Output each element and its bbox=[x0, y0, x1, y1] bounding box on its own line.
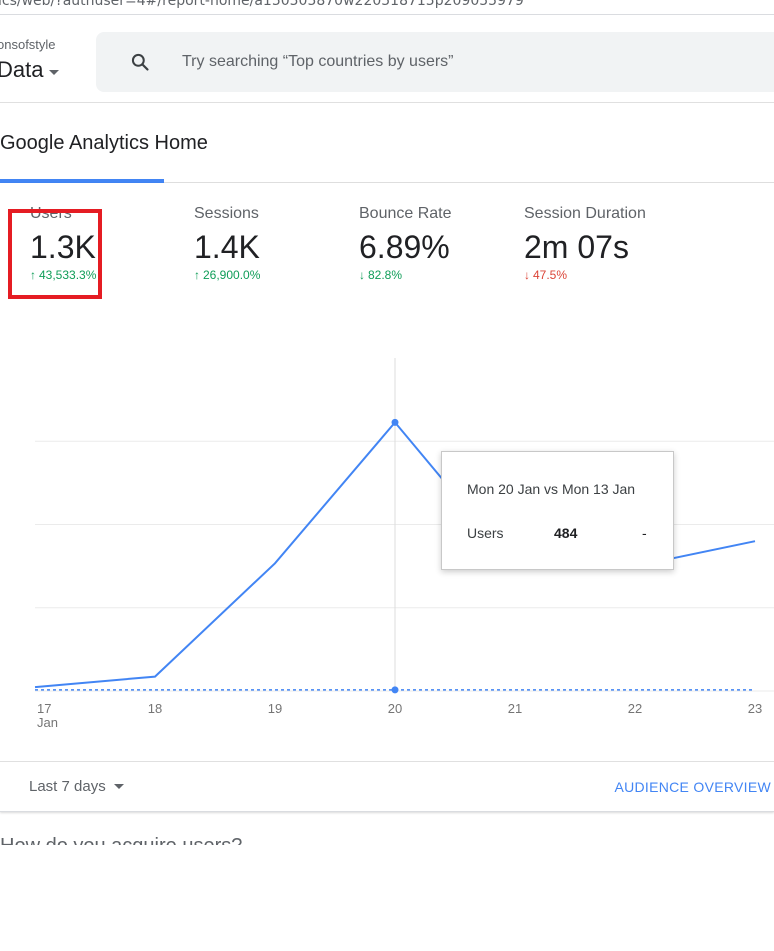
x-tick-label: 19 bbox=[268, 701, 282, 716]
data-point bbox=[391, 686, 399, 694]
annotation-highlight-box bbox=[8, 209, 102, 299]
property-name: Data bbox=[0, 57, 44, 82]
x-tick-label: 22 bbox=[628, 701, 642, 716]
account-name[interactable]: onsofstyle bbox=[0, 37, 56, 52]
property-selector[interactable]: Data bbox=[0, 57, 60, 83]
card-footer: Last 7 days AUDIENCE OVERVIEW bbox=[0, 761, 774, 812]
metric-value: 1.3K bbox=[30, 229, 96, 265]
active-tab-indicator bbox=[0, 179, 164, 183]
date-range-label: Last 7 days bbox=[29, 778, 106, 795]
metric-sessions[interactable]: Sessions 1.4K ↑ 26,900.0% bbox=[194, 205, 260, 282]
next-section-text: How do you acquire users? bbox=[0, 837, 242, 845]
chart-tooltip: Mon 20 Jan vs Mon 13 Jan Users 484 - bbox=[441, 451, 674, 570]
x-tick-sublabel: Jan bbox=[37, 715, 58, 730]
metric-value: 1.4K bbox=[194, 229, 260, 265]
search-placeholder: Try searching “Top countries by users” bbox=[182, 53, 454, 70]
arrow-up-icon: ↑ bbox=[30, 268, 36, 282]
date-range-selector[interactable]: Last 7 days bbox=[29, 778, 124, 795]
metric-bounce-rate[interactable]: Bounce Rate 6.89% ↓ 82.8% bbox=[359, 205, 452, 282]
metric-label: Sessions bbox=[194, 205, 259, 222]
metric-session-duration[interactable]: Session Duration 2m 07s ↓ 47.5% bbox=[524, 205, 646, 282]
metric-delta-value: 47.5% bbox=[533, 268, 568, 282]
metric-label: Bounce Rate bbox=[359, 205, 452, 222]
browser-url-bar[interactable]: ics/web/?authuser=4#/report-home/a150505… bbox=[0, 0, 774, 15]
metric-delta-value: 26,900.0% bbox=[203, 268, 261, 282]
x-tick-label: 21 bbox=[508, 701, 522, 716]
url-text: ics/web/?authuser=4#/report-home/a150505… bbox=[0, 0, 524, 9]
search-input[interactable]: Try searching “Top countries by users” bbox=[96, 32, 774, 92]
metric-label: Session Duration bbox=[524, 205, 646, 222]
metric-delta: ↑ 26,900.0% bbox=[194, 268, 260, 282]
metric-delta-value: 43,533.3% bbox=[39, 268, 97, 282]
divider bbox=[0, 182, 774, 183]
audience-overview-link[interactable]: AUDIENCE OVERVIEW bbox=[614, 779, 771, 795]
metric-delta: ↑ 43,533.3% bbox=[30, 268, 96, 282]
search-icon bbox=[131, 53, 149, 71]
tooltip-title: Mon 20 Jan vs Mon 13 Jan bbox=[467, 481, 636, 497]
x-tick-label: 23 bbox=[748, 701, 762, 716]
x-tick-label: 17 bbox=[37, 701, 51, 716]
arrow-down-icon: ↓ bbox=[524, 268, 530, 282]
tooltip-compare-value: - bbox=[642, 525, 647, 541]
chevron-down-icon bbox=[113, 784, 124, 789]
x-tick-label: 18 bbox=[148, 701, 162, 716]
metric-value: 2m 07s bbox=[524, 229, 629, 265]
metric-value: 6.89% bbox=[359, 229, 450, 265]
next-section-heading: How do you acquire users? bbox=[0, 837, 774, 845]
chevron-down-icon bbox=[49, 69, 60, 75]
metric-delta-value: 82.8% bbox=[368, 268, 403, 282]
arrow-up-icon: ↑ bbox=[194, 268, 200, 282]
tooltip-metric-value: 484 bbox=[554, 525, 578, 541]
metric-delta: ↓ 47.5% bbox=[524, 268, 646, 282]
tooltip-metric-label: Users bbox=[467, 525, 504, 541]
data-point bbox=[391, 418, 399, 426]
x-tick-label: 20 bbox=[388, 701, 402, 716]
app-header: onsofstyle Data Try searching “Top count… bbox=[0, 20, 774, 103]
page-title: Google Analytics Home bbox=[0, 132, 208, 154]
metric-delta: ↓ 82.8% bbox=[359, 268, 452, 282]
arrow-down-icon: ↓ bbox=[359, 268, 365, 282]
